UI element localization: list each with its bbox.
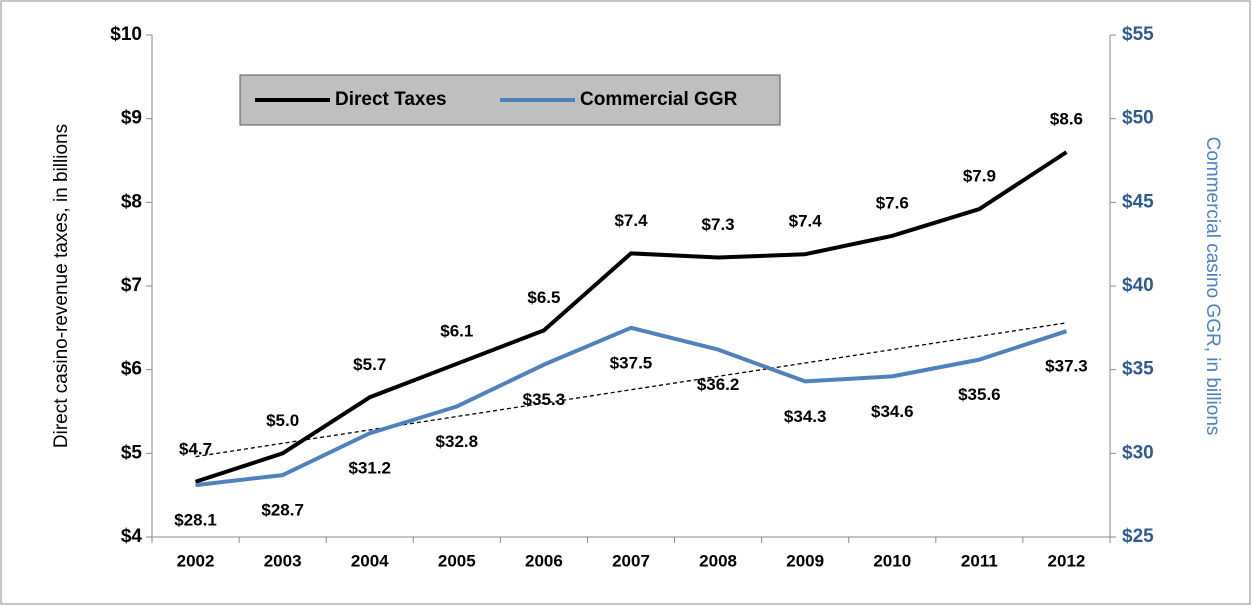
y-tick-label: $4: [121, 526, 143, 547]
data-label: $8.6: [1050, 110, 1083, 129]
x-tick-label: 2012: [1048, 551, 1086, 570]
data-label: $28.7: [261, 501, 304, 520]
data-label: $7.4: [614, 211, 648, 230]
data-label: $35.3: [523, 390, 566, 409]
data-label: $5.7: [353, 355, 386, 374]
x-tick-label: 2008: [699, 551, 737, 570]
data-label: $7.9: [963, 167, 996, 186]
y-axis-title: Direct casino-revenue taxes, in billions: [51, 124, 72, 448]
data-label: $5.0: [266, 411, 299, 430]
data-label: $4.7: [179, 439, 212, 458]
x-tick-label: 2003: [264, 551, 302, 570]
data-label: $35.6: [958, 385, 1001, 404]
x-tick-label: 2009: [786, 551, 824, 570]
series-line: [194, 150, 1068, 484]
data-label: $7.4: [789, 212, 823, 231]
data-label: $6.1: [440, 321, 473, 340]
y2-tick-label: $50: [1122, 108, 1154, 129]
data-label: $31.2: [348, 459, 391, 478]
y2-tick-label: $45: [1122, 191, 1154, 212]
x-tick-label: 2011: [961, 551, 998, 570]
x-tick-label: 2005: [438, 551, 476, 570]
x-tick-label: 2010: [873, 551, 911, 570]
y2-tick-label: $40: [1122, 275, 1154, 296]
y2-tick-label: $55: [1122, 24, 1154, 45]
y2-tick-label: $25: [1122, 526, 1154, 547]
y-tick-label: $6: [121, 359, 142, 380]
y-tick-label: $9: [121, 108, 142, 129]
data-label: $37.5: [610, 353, 653, 372]
y-tick-label: $8: [121, 191, 142, 212]
series-line: [195, 325, 1068, 488]
y-tick-label: $10: [110, 24, 142, 45]
y2-tick-label: $30: [1122, 442, 1154, 463]
y-tick-label: $5: [121, 442, 143, 463]
legend-label: Commercial GGR: [580, 89, 738, 110]
data-label: $6.5: [527, 288, 560, 307]
y-tick-label: $7: [121, 275, 142, 296]
data-label: $7.3: [702, 215, 735, 234]
y2-axis-title: Commercial casino GGR, in billions: [1202, 137, 1223, 436]
data-label: $34.3: [784, 407, 827, 426]
x-tick-label: 2007: [612, 551, 650, 570]
data-label: $34.6: [871, 402, 914, 421]
data-label: $7.6: [876, 193, 909, 212]
legend-label: Direct Taxes: [335, 89, 447, 110]
x-tick-label: 2004: [351, 551, 389, 570]
data-label: $36.2: [697, 375, 740, 394]
data-label: $37.3: [1045, 357, 1088, 376]
data-label: $28.1: [174, 511, 217, 530]
x-tick-label: 2006: [525, 551, 563, 570]
data-label: $32.8: [436, 432, 479, 451]
y2-tick-label: $35: [1122, 359, 1154, 380]
x-tick-label: 2002: [177, 551, 215, 570]
